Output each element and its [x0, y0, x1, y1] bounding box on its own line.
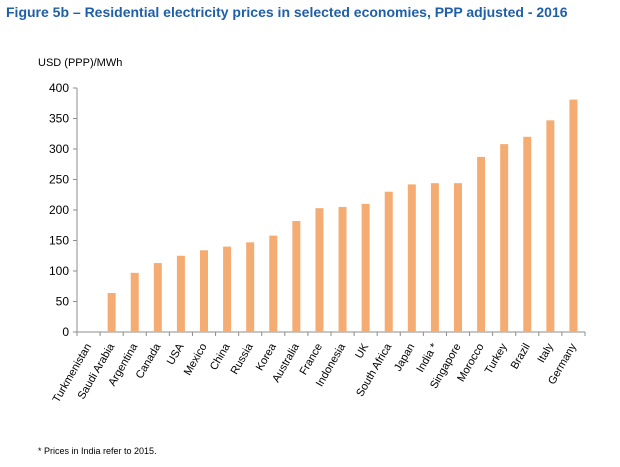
bar [200, 250, 208, 332]
bar [176, 255, 185, 332]
bar [546, 120, 555, 332]
bar [130, 272, 139, 332]
bar [430, 183, 439, 332]
y-tick-label: 100 [49, 264, 69, 278]
bar [315, 208, 324, 332]
bar [407, 184, 416, 332]
bar [292, 220, 301, 332]
y-tick-label: 400 [49, 81, 69, 95]
bar [454, 183, 462, 332]
bar [477, 156, 486, 332]
x-category-label: Mexico [182, 342, 210, 378]
x-category-label: Turkey [483, 341, 510, 376]
x-category-label: Italy [535, 341, 556, 365]
bar [246, 242, 255, 332]
bar [223, 246, 232, 332]
bar [107, 292, 116, 332]
bar [269, 235, 278, 332]
bar [523, 136, 532, 332]
bar [153, 263, 162, 332]
bar [569, 99, 578, 332]
x-category-label: USA [165, 341, 187, 367]
y-axis-unit-label: USD (PPP)/MWh [38, 57, 123, 69]
y-tick-label: 200 [49, 203, 69, 217]
bar [361, 203, 370, 332]
chart-title: Figure 5b – Residential electricity pric… [6, 4, 568, 20]
y-tick-label: 150 [49, 234, 69, 248]
x-category-label: Brazil [509, 342, 533, 372]
y-tick-label: 0 [62, 325, 69, 339]
x-category-label: Russia [229, 341, 257, 377]
bar [384, 191, 393, 332]
y-tick-label: 300 [49, 142, 69, 156]
y-tick-label: 350 [49, 112, 69, 126]
y-tick-label: 250 [49, 173, 69, 187]
bar [338, 206, 347, 332]
y-tick-label: 50 [56, 295, 70, 309]
x-category-label: UK [353, 341, 371, 361]
chart-footnote: * Prices in India refer to 2015. [38, 446, 157, 456]
bar [500, 144, 509, 332]
